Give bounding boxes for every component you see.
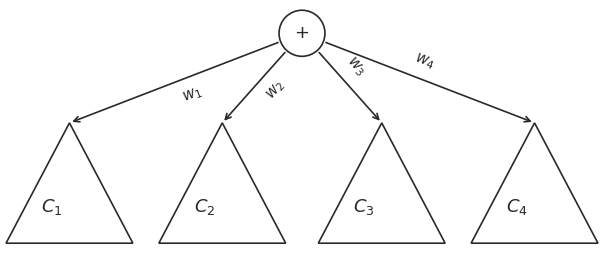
Text: $w_2$: $w_2$ [263,77,288,103]
Text: $w_4$: $w_4$ [413,50,437,72]
Text: $+$: $+$ [294,24,310,42]
Text: $C_2$: $C_2$ [194,197,215,217]
Ellipse shape [279,10,325,56]
Text: $w_1$: $w_1$ [180,84,204,106]
Text: $C_3$: $C_3$ [353,197,374,217]
Text: $C_4$: $C_4$ [506,197,528,217]
Text: $C_1$: $C_1$ [41,197,62,217]
Text: $w_3$: $w_3$ [342,53,368,79]
